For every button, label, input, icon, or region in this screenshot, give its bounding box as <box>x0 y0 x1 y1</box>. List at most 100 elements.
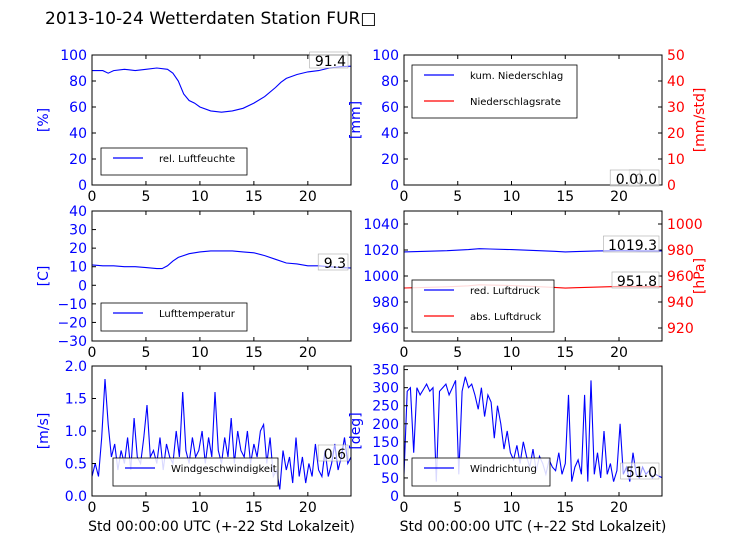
y-tick-label: 1.0 <box>65 424 87 440</box>
x-tick-label: 10 <box>191 345 209 361</box>
y-axis-label: [deg] <box>348 412 364 449</box>
y-tick-label: 350 <box>372 363 399 379</box>
y-tick-label: 40 <box>381 126 399 142</box>
x-tick-label: 0 <box>400 189 409 205</box>
y-tick-label: 0.5 <box>65 457 87 473</box>
y-axis-label: [%] <box>36 108 52 132</box>
y-tick-label: 20 <box>381 152 399 168</box>
x-tick-label: 0 <box>88 345 97 361</box>
legend-box <box>411 279 555 333</box>
legend-box <box>411 457 551 487</box>
y2-tick-label: 980 <box>667 243 694 259</box>
x-tick-label: 10 <box>503 189 521 205</box>
x-tick-label: 15 <box>245 500 263 516</box>
y2-tick-label: 30 <box>667 100 685 116</box>
x-tick-label: 15 <box>556 189 574 205</box>
x-tick-label: 5 <box>141 345 150 361</box>
x-tick-label: 0 <box>88 500 97 516</box>
plot-frame <box>91 54 352 186</box>
y2-tick-label: 920 <box>667 321 694 337</box>
chart-panel-4: 0 5 10 15 20 960 980 1000 1020 1040 920 940 960 980 10… <box>363 210 708 361</box>
y-tick-label: 2.0 <box>65 359 87 375</box>
x-tick-label: 5 <box>453 189 462 205</box>
y-axis-label: [m/s] <box>36 413 52 450</box>
x-axis-label: Std 00:00:00 UTC (+-22 Std Lokalzeit) <box>400 519 667 535</box>
x-tick-label: 15 <box>245 189 263 205</box>
last-value-label: 91.4 <box>315 54 346 70</box>
legend-entry: Windgeschwindigkeit <box>171 464 277 475</box>
y-axis-label: [mm] <box>348 101 364 139</box>
x-tick-label: 20 <box>610 500 628 516</box>
x-axis-label: Std 00:00:00 UTC (+-22 Std Lokalzeit) <box>88 519 355 535</box>
x-tick-label: 10 <box>503 500 521 516</box>
last-value-label: 951.8 <box>617 274 657 290</box>
chart-panel-5: 0 5 10 15 20 0.0 0.5 1.0 1.5 2.0 [m/s] Std 00:00:00… <box>36 359 355 535</box>
y-tick-label: 40 <box>69 204 87 220</box>
y2-axis-label: [hPa] <box>692 258 708 294</box>
y-tick-label: 300 <box>372 381 399 397</box>
value-label-box <box>603 235 660 253</box>
chart-panel-2: 0 5 10 15 20 0 20 40 60 80 100 0 10 20 30 40 50 [mm] [mm/s… <box>348 48 708 205</box>
series-line-1-1 <box>92 65 351 113</box>
y-tick-label: 960 <box>372 321 399 337</box>
page-title: 2013-10-24 Wetterdaten Station FUR□ <box>45 9 377 29</box>
y-tick-label: 30 <box>69 223 87 239</box>
y2-tick-label: 20 <box>667 126 685 142</box>
last-value-label: 0.6 <box>324 447 346 463</box>
y-tick-label: 0.0 <box>65 489 87 505</box>
x-tick-label: 5 <box>453 345 462 361</box>
x-tick-label: 20 <box>299 345 317 361</box>
y-tick-label: 20 <box>69 152 87 168</box>
y-tick-label: 250 <box>372 399 399 415</box>
value-label-box <box>609 169 641 187</box>
legend-box <box>100 302 248 332</box>
y-tick-label: 0 <box>78 278 87 294</box>
y-tick-label: −20 <box>57 315 87 331</box>
y-tick-label: −10 <box>57 297 87 313</box>
value-label-box <box>309 51 349 69</box>
y2-tick-label: 960 <box>667 269 694 285</box>
chart-panel-1: 0 5 10 15 20 0 20 40 60 80 100 [%] rel. Luftfeuchte 9… <box>36 48 352 205</box>
y-tick-label: 200 <box>372 417 399 433</box>
y-tick-label: 1.5 <box>65 392 87 408</box>
series-line-6-1 <box>404 376 662 482</box>
value-label-box <box>317 444 349 462</box>
plot-frame <box>403 365 663 497</box>
legend-box <box>411 64 578 119</box>
y-tick-label: 150 <box>372 435 399 451</box>
legend-entry: rel. Luftfeuchte <box>159 154 235 165</box>
x-tick-label: 10 <box>191 189 209 205</box>
y2-tick-label: 10 <box>667 152 685 168</box>
y-tick-label: 0 <box>390 489 399 505</box>
last-value-label: 1019.3 <box>608 238 657 254</box>
y-tick-label: 80 <box>69 74 87 90</box>
y-tick-label: 60 <box>69 100 87 116</box>
chart-panel-3: 0 5 10 15 20 −30 −20 −10 0 10 20 30 40 [C] Lufttempera… <box>36 204 352 361</box>
x-tick-label: 5 <box>453 500 462 516</box>
legend-entry: abs. Luftdruck <box>470 312 541 323</box>
x-tick-label: 20 <box>299 189 317 205</box>
y2-tick-label: 50 <box>667 48 685 64</box>
y2-tick-label: 40 <box>667 74 685 90</box>
legend-box <box>100 147 248 176</box>
y-tick-label: 100 <box>60 48 87 64</box>
value-label-box <box>620 462 660 480</box>
series-line-3-1 <box>92 250 351 270</box>
y-tick-label: 60 <box>381 100 399 116</box>
y-tick-label: 100 <box>372 453 399 469</box>
y-tick-label: 100 <box>372 48 399 64</box>
y-tick-label: −30 <box>57 334 87 350</box>
value-label-box <box>611 271 660 289</box>
legend-box <box>112 457 279 487</box>
y2-tick-label: 0 <box>667 178 676 194</box>
x-tick-label: 20 <box>299 500 317 516</box>
last-value-label: 9.3 <box>324 256 346 272</box>
x-tick-label: 5 <box>141 500 150 516</box>
x-tick-label: 5 <box>141 189 150 205</box>
y-tick-label: 1020 <box>363 243 399 259</box>
y2-axis-label: [mm/std] <box>692 88 708 153</box>
x-tick-label: 0 <box>88 189 97 205</box>
x-tick-label: 15 <box>245 345 263 361</box>
